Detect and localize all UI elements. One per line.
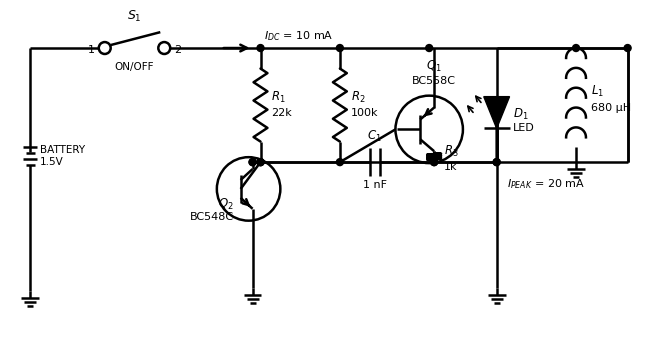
Circle shape — [493, 159, 500, 166]
Text: $I_{DC}$ = 10 mA: $I_{DC}$ = 10 mA — [265, 29, 334, 43]
Circle shape — [573, 45, 580, 51]
Text: $R_3$: $R_3$ — [444, 144, 459, 159]
Text: 1 nF: 1 nF — [363, 180, 387, 190]
Text: $R_1$: $R_1$ — [272, 90, 286, 105]
Text: 1.5V: 1.5V — [40, 157, 64, 167]
Text: BC548C: BC548C — [190, 212, 234, 222]
Text: $L_1$: $L_1$ — [591, 84, 604, 99]
Text: LED: LED — [513, 124, 534, 134]
Circle shape — [257, 45, 264, 51]
Text: BC558C: BC558C — [412, 76, 456, 86]
Circle shape — [431, 159, 437, 166]
Circle shape — [337, 159, 343, 166]
Text: $I_{PEAK}$ = 20 mA: $I_{PEAK}$ = 20 mA — [506, 177, 584, 191]
Circle shape — [257, 159, 264, 166]
Text: 22k: 22k — [272, 108, 292, 118]
Text: ON/OFF: ON/OFF — [115, 62, 154, 72]
Circle shape — [493, 159, 500, 166]
Text: 100k: 100k — [351, 108, 378, 118]
Circle shape — [431, 159, 437, 166]
Text: $D_1$: $D_1$ — [513, 107, 528, 122]
Text: 1: 1 — [88, 45, 95, 55]
Circle shape — [249, 159, 256, 166]
Text: $S_1$: $S_1$ — [127, 9, 142, 24]
Text: BATTERY: BATTERY — [40, 145, 85, 155]
Polygon shape — [484, 97, 510, 129]
Circle shape — [257, 159, 264, 166]
Text: $Q_1$: $Q_1$ — [426, 59, 442, 74]
Text: 680 µH: 680 µH — [591, 102, 631, 112]
Circle shape — [337, 45, 343, 51]
Circle shape — [624, 45, 631, 51]
Text: 1k: 1k — [444, 162, 458, 172]
Text: $Q_2$: $Q_2$ — [218, 197, 234, 212]
Text: $C_1$: $C_1$ — [367, 129, 382, 144]
Text: 2: 2 — [174, 45, 181, 55]
Circle shape — [426, 45, 433, 51]
Circle shape — [249, 159, 256, 166]
Circle shape — [257, 159, 264, 166]
Text: $R_2$: $R_2$ — [351, 90, 365, 105]
